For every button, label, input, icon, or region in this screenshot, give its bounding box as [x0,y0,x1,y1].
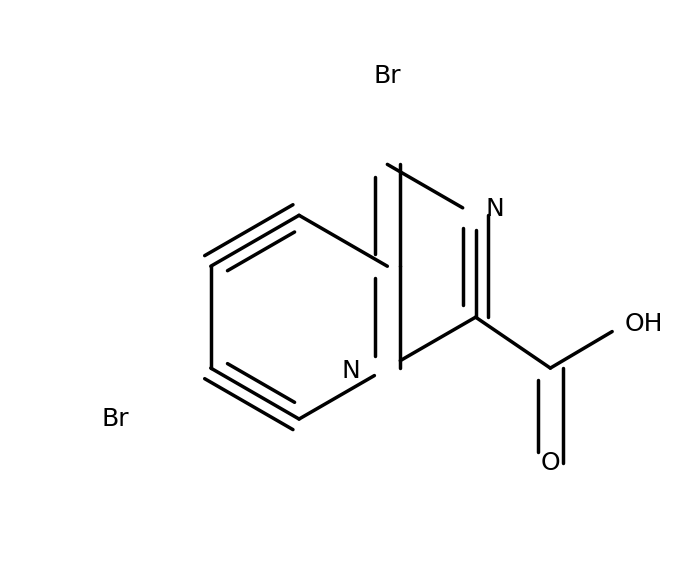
Text: Br: Br [102,407,130,431]
Text: N: N [486,197,505,220]
Text: N: N [342,360,360,383]
Text: O: O [540,451,560,475]
Text: Br: Br [374,64,401,88]
Text: OH: OH [625,312,664,336]
